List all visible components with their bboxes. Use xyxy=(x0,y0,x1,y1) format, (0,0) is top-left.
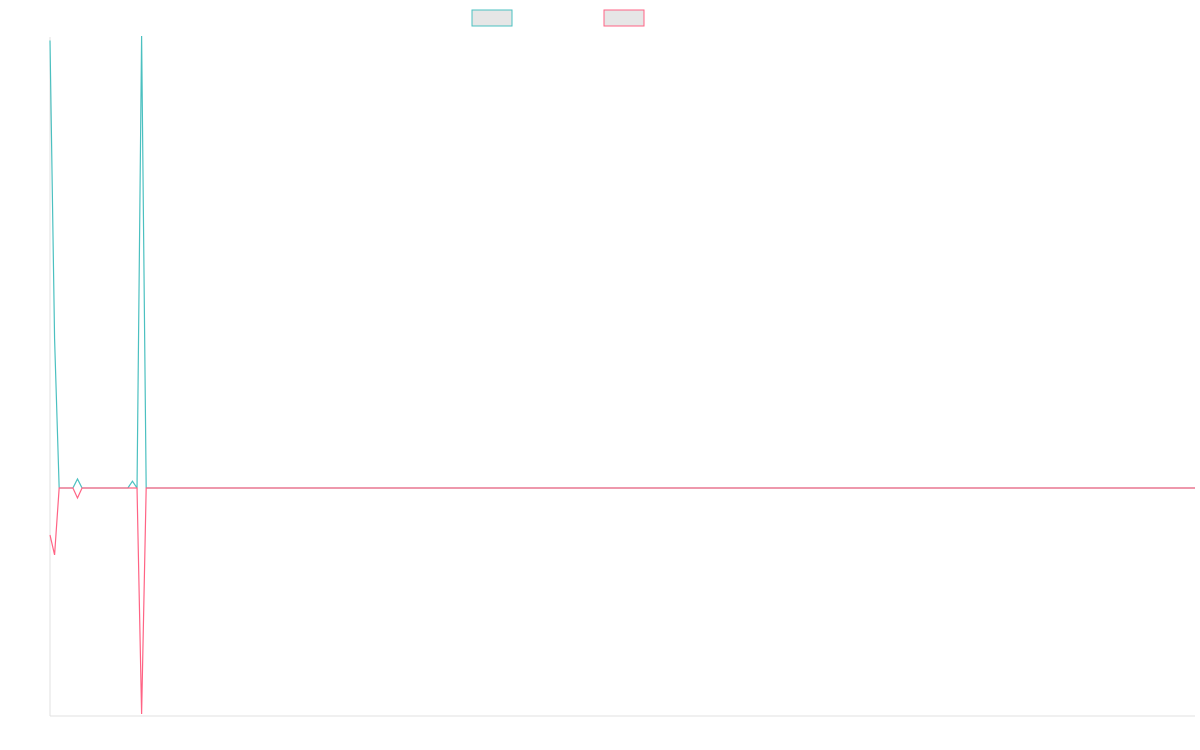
series-line xyxy=(49,35,1195,490)
legend-swatch[interactable] xyxy=(603,9,645,27)
legend-swatch[interactable] xyxy=(471,9,513,27)
series-line xyxy=(49,487,1195,715)
